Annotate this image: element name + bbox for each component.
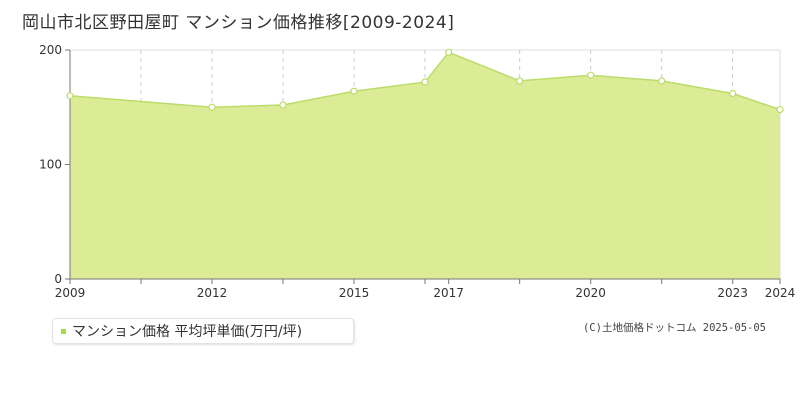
x-tick-label: 2024: [765, 286, 796, 300]
tick-labels: 0 100 200 2009 2012 2015 2017 2020 2023 2024: [39, 43, 795, 300]
series-area: [69, 51, 781, 279]
axes: [65, 49, 781, 284]
x-tick-label: 2015: [339, 286, 370, 300]
x-tick-label: 2012: [197, 286, 228, 300]
x-tick-label: 2009: [55, 286, 86, 300]
data-point: [729, 89, 737, 98]
data-point: [516, 77, 524, 85]
data-point: [658, 77, 666, 85]
copyright-text: (C)土地価格ドットコム 2025-05-05: [582, 322, 766, 334]
data-point: [66, 92, 74, 100]
data-point: [445, 48, 453, 56]
chart-title: 岡山市北区野田屋町 マンション価格推移[2009-2024]: [22, 13, 455, 33]
data-point: [776, 105, 784, 114]
y-tick-label: 0: [54, 272, 62, 286]
x-tick-label: 2017: [433, 286, 464, 300]
data-point: [279, 101, 287, 109]
data-point: [421, 78, 429, 86]
legend-label: マンション価格 平均坪単価(万円/坪): [72, 324, 303, 340]
series-fill: [70, 52, 780, 279]
data-point: [208, 103, 216, 111]
data-points: [66, 48, 784, 114]
legend: マンション価格 平均坪単価(万円/坪): [52, 318, 354, 344]
y-tick-label: 100: [39, 158, 62, 172]
x-tick-label: 2023: [717, 286, 748, 300]
x-tick-label: 2020: [575, 286, 606, 300]
data-point: [350, 87, 358, 95]
data-point: [587, 71, 595, 79]
y-tick-label: 200: [39, 43, 62, 57]
legend-swatch: [61, 328, 66, 334]
